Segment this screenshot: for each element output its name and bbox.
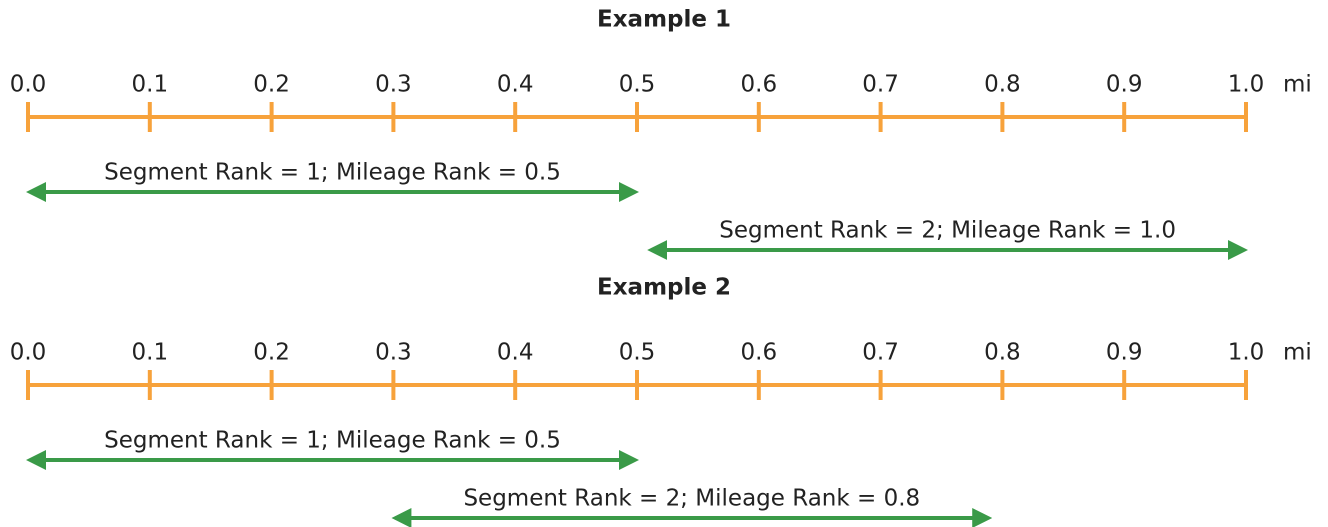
tick-label: 0.5 [619,72,656,98]
tick-label: 0.4 [497,72,534,98]
unit-label: mi [1283,340,1312,366]
tick-label: 0.6 [741,72,778,98]
tick-label: 0.9 [1106,72,1143,98]
tick-label: 1.0 [1228,72,1265,98]
segment-label: Segment Rank = 1; Mileage Rank = 0.5 [104,160,561,186]
example-title: Example 2 [597,275,731,301]
tick-label: 0.6 [741,340,778,366]
tick-label: 0.5 [619,340,656,366]
tick-label: 0.3 [375,340,412,366]
segment-label: Segment Rank = 1; Mileage Rank = 0.5 [104,428,561,454]
tick-label: 0.2 [253,340,290,366]
tick-label: 0.0 [10,72,47,98]
tick-label: 1.0 [1228,340,1265,366]
tick-label: 0.9 [1106,340,1143,366]
tick-label: 0.4 [497,340,534,366]
tick-label: 0.7 [862,72,899,98]
tick-label: 0.0 [10,340,47,366]
tick-label: 0.2 [253,72,290,98]
unit-label: mi [1283,72,1312,98]
tick-label: 0.8 [984,340,1021,366]
tick-label: 0.3 [375,72,412,98]
tick-label: 0.7 [862,340,899,366]
tick-label: 0.1 [132,340,169,366]
tick-label: 0.1 [132,72,169,98]
example-title: Example 1 [597,7,731,33]
segment-label: Segment Rank = 2; Mileage Rank = 1.0 [719,218,1176,244]
segment-label: Segment Rank = 2; Mileage Rank = 0.8 [463,486,920,512]
tick-label: 0.8 [984,72,1021,98]
